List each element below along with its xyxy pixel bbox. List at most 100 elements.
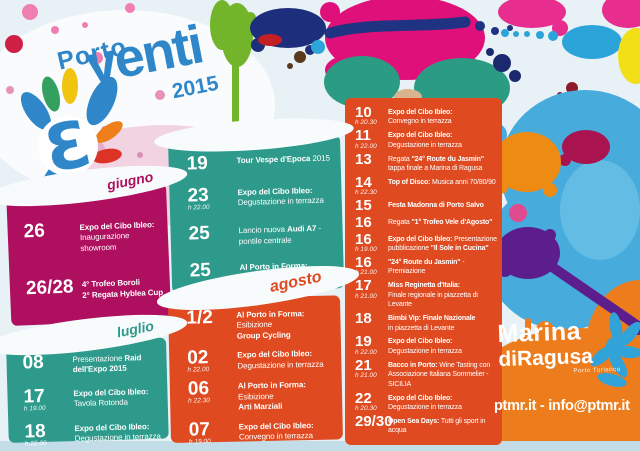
event-date: 13 bbox=[355, 150, 372, 168]
event-description: Expo del Cibo Ibleo: Inaugurazione showro… bbox=[79, 220, 155, 253]
event-description: Expo del Cibo Ibleo: Tavola Rotonda bbox=[73, 386, 149, 409]
event-date: 19 bbox=[186, 152, 209, 175]
event-description: Tour Vespe d'Epoca 2015 bbox=[236, 153, 330, 166]
event-date: 21 h 21.00 bbox=[355, 358, 388, 380]
event-row: 06 h 22.30 Al Porto in Forma: Esibizione Ar… bbox=[188, 378, 337, 414]
event-row: 26 Expo del Cibo Ibleo: Inaugurazione show… bbox=[23, 218, 162, 257]
marina-bird-icon bbox=[590, 312, 640, 387]
event-description: Regata "1° Trofeo Vele d'Agosto" bbox=[388, 218, 493, 226]
event-time: h 21.00 bbox=[355, 292, 377, 300]
event-description: Expo del Cibo Ibleo: Convegno in terrazza bbox=[238, 420, 314, 442]
event-time: h 19.00 bbox=[188, 437, 211, 446]
event-date: 1/2 bbox=[186, 307, 214, 329]
column-agosto: 1/2 Al Porto in Forma: Esibizione Group Cy… bbox=[168, 295, 343, 451]
event-description: Top of Disco: Musica anni 70/80/90 bbox=[388, 179, 496, 187]
event-description: Presentazione Raid dell'Expo 2015 bbox=[72, 353, 142, 375]
event-description: Expo del Cibo Ibleo:Degustazione in terr… bbox=[388, 338, 462, 355]
event-row: 14 h 22.30 Top of Disco: Musica anni 70/80… bbox=[355, 175, 498, 197]
event-row: 19 Tour Vespe d'Epoca 2015 bbox=[186, 151, 334, 175]
event-description: Open Sea Days: Tutti gli sport in acqua bbox=[388, 418, 486, 435]
event-date: 18 bbox=[355, 310, 372, 328]
event-description: Expo del Cibo Ibleo:Degustazione in terr… bbox=[237, 186, 324, 208]
event-row: 15 Festa Madonna di Porto Salvo bbox=[355, 197, 498, 215]
event-row: 17 h 19.00 Expo del Cibo Ibleo: Tavola Rot… bbox=[23, 384, 162, 413]
event-date: 11 h 22.00 bbox=[355, 128, 388, 150]
event-date: 08 bbox=[22, 351, 45, 374]
event-description: Expo del Cibo Ibleo:Degustazione in terr… bbox=[388, 394, 462, 412]
event-description: Expo del Cibo Ibleo: Presentazione pubbli… bbox=[388, 235, 497, 252]
event-description: Al Porto in Forma: Esibizione Arti Marzia… bbox=[237, 380, 306, 412]
brand-line2: diRagusa bbox=[497, 344, 594, 372]
event-row: 16 Regata "1° Trofeo Vele d'Agosto" bbox=[355, 213, 498, 231]
event-time: h 22.00 bbox=[355, 142, 377, 150]
event-row: 18 Bimbi Vip: Finale Nazionale in piazzett… bbox=[355, 310, 498, 333]
event-row: 02 h 22.00 Expo del Cibo Ibleo: Degustazion… bbox=[187, 347, 335, 374]
event-description: 4° Trofeo Boroli 2° Regata Hyblea Cup bbox=[81, 277, 164, 300]
brand-line1: Marina bbox=[497, 317, 582, 349]
contact-info: ptmr.it - info@ptmr.it bbox=[494, 398, 630, 414]
event-row: 18 h 22.00 Expo del Cibo Ibleo: Degustazion… bbox=[24, 420, 163, 448]
event-description: Expo del Cibo Ibleo: Convegno in terrazza bbox=[388, 109, 453, 126]
event-date: 26 bbox=[23, 220, 46, 243]
event-row: 13 Regata "24° Route du Jasmin" tappa fina… bbox=[355, 150, 498, 174]
event-description: Expo del Cibo Ibleo:Degustazione in terr… bbox=[74, 422, 161, 444]
event-description: "24° Route du Jasmin" - Premiazione bbox=[388, 258, 465, 276]
event-time: h 19.00 bbox=[23, 404, 46, 413]
event-date: 14 h 22.30 bbox=[355, 175, 388, 197]
event-description: Lancio nuova Audi A7 - pontile centrale bbox=[238, 224, 322, 246]
event-time: h 20.30 bbox=[355, 119, 377, 127]
event-date: 02 h 22.00 bbox=[187, 347, 237, 374]
event-row: 10 h 20.30 Expo del Cibo Ibleo: Convegno in… bbox=[355, 105, 498, 127]
event-description: Miss Reginetta d'Italia: Finale regionale… bbox=[388, 282, 478, 309]
event-description: Bacco in Porto: Wine Tasting con Associaz… bbox=[388, 361, 491, 388]
event-time: h 22.00 bbox=[355, 348, 377, 356]
event-row: 1/2 Al Porto in Forma: Esibizione Group Cy… bbox=[186, 307, 335, 343]
month-label-giugno: giugno bbox=[105, 168, 155, 193]
event-time: h 19.00 bbox=[355, 245, 377, 253]
event-description: Bimbi Vip: Finale Nazionale in piazzetta … bbox=[388, 315, 476, 332]
event-time: h 22.30 bbox=[355, 189, 377, 197]
event-time: h 22.00 bbox=[187, 366, 210, 374]
event-date: 22 h 20.30 bbox=[355, 391, 388, 412]
event-time: h 21.00 bbox=[355, 372, 377, 380]
event-time: h 22.30 bbox=[188, 397, 210, 406]
event-row: 21 h 21.00 Bacco in Porto: Wine Tasting co… bbox=[355, 358, 498, 389]
event-row: 07 h 19.00 Expo del Cibo Ibleo: Convegno in… bbox=[189, 418, 337, 445]
event-row: 19 h 22.00 Expo del Cibo Ibleo: Degustazion… bbox=[355, 334, 498, 356]
column-agosto-continued: 10 h 20.30 Expo del Cibo Ibleo: Convegno in… bbox=[345, 98, 502, 445]
month-label-luglio: luglio bbox=[115, 317, 155, 341]
event-date: 06 h 22.30 bbox=[188, 379, 238, 406]
event-description: Expo del Cibo Ibleo:Degustazione in terr… bbox=[388, 132, 462, 149]
event-description: Regata "24° Route du Jasmin" tappa finale… bbox=[388, 155, 484, 173]
event-row: 17 h 21.00 Miss Reginetta d'Italia: Finale … bbox=[355, 278, 498, 309]
event-date: 16 h 19.00 bbox=[355, 231, 388, 253]
event-row: 29/30 Open Sea Days: Tutti gli sport in a… bbox=[355, 413, 498, 436]
event-time: h 21.00 bbox=[355, 269, 377, 277]
event-date: 26/28 bbox=[25, 276, 74, 300]
event-time: h 20.30 bbox=[355, 404, 377, 412]
event-date: 16 bbox=[355, 213, 372, 231]
event-time: h 22.00 bbox=[187, 203, 210, 212]
event-date: 23 h 22.00 bbox=[187, 185, 238, 212]
event-date: 15 bbox=[355, 197, 372, 215]
event-date: 07 h 19.00 bbox=[188, 419, 239, 446]
event-date: 25 bbox=[188, 223, 211, 245]
event-row: 23 h 22.00 Expo del Cibo Ibleo: Degustazion… bbox=[187, 183, 336, 212]
event-date: 10 h 20.30 bbox=[355, 105, 388, 127]
event-row: 26/28 4° Trofeo Boroli 2° Regata Hyblea Cu… bbox=[26, 275, 165, 303]
event-description: Al Porto in Forma: Esibizione Group Cycli… bbox=[236, 309, 305, 341]
event-date: 17 h 19.00 bbox=[23, 386, 74, 413]
event-date: 19 h 22.00 bbox=[355, 334, 388, 356]
marina-di-ragusa-logo: Marina diRagusa Porto Turistico bbox=[497, 317, 621, 377]
event-date: 18 h 22.00 bbox=[24, 421, 75, 448]
event-description: Festa Madonna di Porto Salvo bbox=[388, 202, 484, 210]
event-date: 17 h 21.00 bbox=[355, 278, 388, 300]
event-row: 16 h 19.00 Expo del Cibo Ibleo: Presentazi… bbox=[355, 231, 498, 254]
event-row: 22 h 20.30 Expo del Cibo Ibleo: Degustazion… bbox=[355, 391, 498, 413]
month-label-agosto: agosto bbox=[267, 268, 323, 297]
event-date: 29/30 bbox=[355, 413, 393, 431]
event-date: 16 h 21.00 bbox=[355, 255, 388, 277]
event-row: 11 h 22.00 Expo del Cibo Ibleo: Degustazion… bbox=[355, 128, 498, 150]
event-row: 16 h 21.00 "24° Route du Jasmin" - Premiaz… bbox=[355, 255, 498, 277]
